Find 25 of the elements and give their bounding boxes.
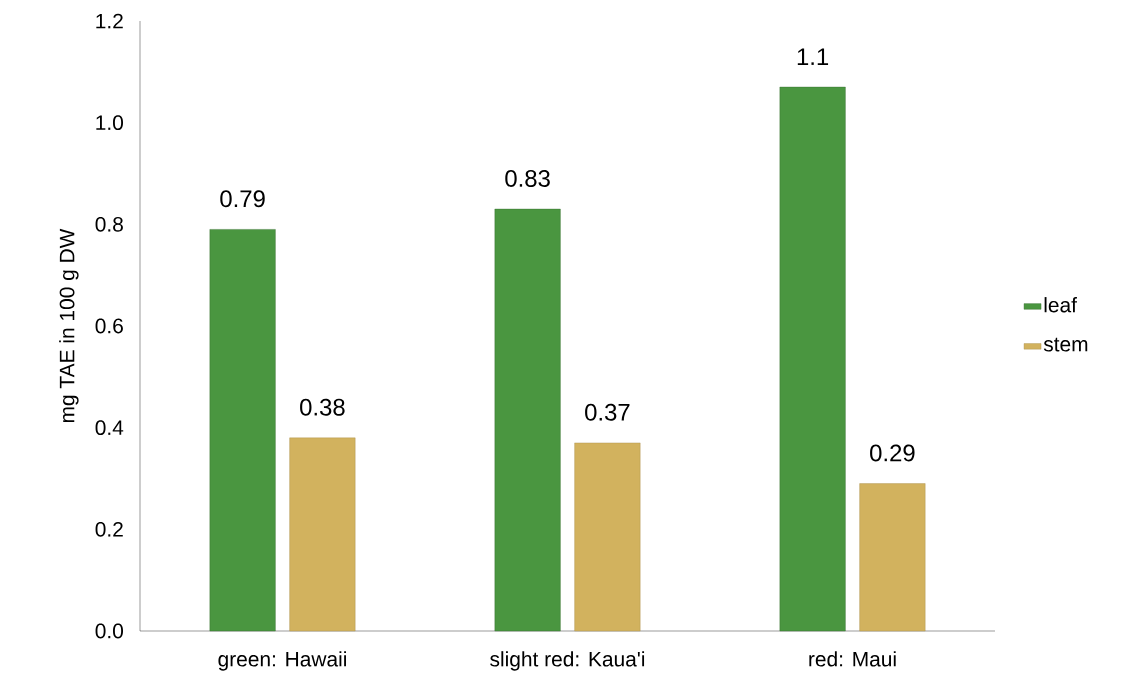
bar	[859, 483, 926, 632]
x-tick-label: green: Hawaii	[218, 651, 346, 671]
data-label: 0.83	[505, 169, 550, 187]
y-tick-label: 0.8	[95, 216, 123, 232]
bar	[494, 208, 561, 632]
y-tick-label: 0.4	[95, 420, 124, 436]
x-tick-label: slight red: Kaua'i	[490, 651, 645, 671]
bar	[209, 229, 276, 632]
y-axis-title: mg TAE in 100 g DW	[59, 228, 79, 423]
legend-label: stem	[1043, 337, 1088, 352]
y-tick-label: 0.6	[95, 318, 123, 334]
data-label: 1.1	[797, 48, 829, 65]
data-label: 0.38	[300, 398, 345, 416]
data-label: 0.79	[220, 190, 265, 208]
data-label: 0.37	[585, 403, 630, 421]
bar	[574, 442, 641, 632]
y-tick-label: 1.0	[96, 115, 124, 131]
x-tick-label: red: Maui	[809, 651, 896, 667]
legend-label: leaf	[1044, 297, 1077, 313]
y-tick-label: 1.2	[96, 13, 123, 29]
y-tick-label: 0.2	[95, 521, 123, 537]
y-tick-label: 0.0	[95, 623, 124, 639]
bar	[289, 437, 356, 632]
data-label: 0.29	[870, 444, 915, 462]
bar	[779, 86, 846, 632]
